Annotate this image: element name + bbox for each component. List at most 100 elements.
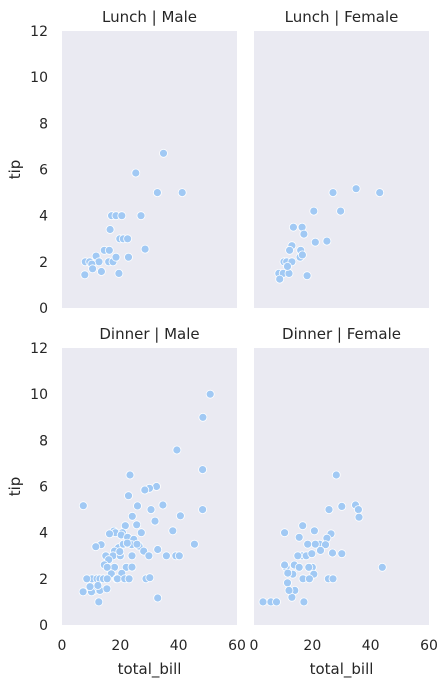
data-point bbox=[354, 512, 364, 522]
data-point bbox=[123, 234, 132, 244]
data-point bbox=[113, 574, 122, 584]
data-point bbox=[78, 587, 88, 597]
data-point bbox=[303, 539, 313, 549]
data-point bbox=[80, 270, 90, 280]
data-point bbox=[115, 547, 125, 556]
data-point bbox=[94, 257, 104, 267]
data-point bbox=[337, 501, 347, 511]
data-point bbox=[93, 581, 103, 590]
y-tick-label: 2 bbox=[39, 572, 48, 588]
data-point bbox=[189, 539, 199, 549]
data-point bbox=[174, 551, 184, 561]
y-tick-label: 12 bbox=[30, 341, 48, 357]
data-point bbox=[136, 528, 146, 538]
y-tick-label: 8 bbox=[39, 116, 48, 132]
data-point bbox=[198, 465, 208, 475]
data-point bbox=[159, 148, 168, 158]
data-point bbox=[175, 511, 185, 521]
data-point bbox=[158, 500, 168, 510]
data-point bbox=[280, 528, 290, 538]
data-point bbox=[336, 206, 346, 216]
x-tick-label: 20 bbox=[303, 638, 321, 654]
data-point bbox=[205, 389, 215, 399]
data-point bbox=[140, 244, 150, 254]
data-point bbox=[258, 597, 268, 607]
y-tick-label: 2 bbox=[39, 255, 48, 271]
data-point bbox=[102, 574, 112, 584]
data-point bbox=[132, 539, 142, 549]
data-point bbox=[307, 549, 317, 559]
y-tick-label: 8 bbox=[39, 433, 48, 449]
x-tick-label: 0 bbox=[58, 638, 67, 654]
y-tick-label: 6 bbox=[39, 163, 48, 179]
data-point bbox=[104, 245, 114, 255]
x-tick-label: 0 bbox=[250, 638, 259, 654]
data-point bbox=[133, 501, 142, 511]
data-point bbox=[114, 268, 124, 278]
data-point bbox=[284, 586, 294, 595]
y-tick-label: 0 bbox=[39, 301, 48, 317]
data-point bbox=[275, 274, 285, 284]
data-point bbox=[152, 188, 162, 198]
data-point bbox=[337, 549, 347, 559]
data-point bbox=[309, 526, 319, 536]
data-point bbox=[283, 578, 292, 588]
data-point bbox=[102, 562, 112, 572]
data-point bbox=[131, 168, 141, 178]
y-tick-label: 12 bbox=[30, 24, 48, 40]
data-point bbox=[124, 252, 133, 262]
x-tick-label: 40 bbox=[362, 638, 380, 654]
data-point bbox=[177, 188, 187, 198]
panel-background bbox=[254, 348, 429, 625]
x-tick-label: 60 bbox=[228, 638, 246, 654]
data-point bbox=[136, 211, 146, 221]
data-point bbox=[310, 539, 320, 549]
data-point bbox=[102, 584, 112, 594]
data-point bbox=[304, 562, 314, 572]
data-point bbox=[91, 542, 101, 552]
data-point bbox=[309, 206, 319, 216]
data-point bbox=[111, 252, 121, 262]
data-point bbox=[298, 521, 308, 531]
data-point bbox=[125, 470, 135, 480]
data-point bbox=[117, 211, 127, 221]
data-point bbox=[97, 267, 106, 276]
data-point bbox=[150, 516, 160, 526]
y-axis-label: tip bbox=[6, 160, 24, 180]
data-point bbox=[351, 184, 361, 194]
data-point bbox=[153, 545, 163, 554]
panel-background bbox=[254, 31, 429, 308]
data-point bbox=[304, 574, 314, 584]
data-point bbox=[105, 225, 115, 234]
data-point bbox=[328, 188, 338, 198]
panel-title: Lunch | Male bbox=[102, 8, 197, 26]
data-point bbox=[105, 529, 114, 539]
data-point bbox=[153, 593, 163, 603]
data-point bbox=[331, 470, 341, 480]
panel-title: Dinner | Female bbox=[282, 325, 401, 343]
data-point bbox=[375, 188, 385, 198]
data-point bbox=[144, 551, 154, 561]
data-point bbox=[377, 562, 387, 572]
data-point bbox=[285, 245, 295, 255]
data-point bbox=[168, 526, 178, 536]
data-point bbox=[88, 264, 97, 274]
data-point bbox=[283, 261, 292, 271]
data-point bbox=[321, 540, 330, 550]
data-point bbox=[328, 574, 338, 584]
x-axis-label: total_bill bbox=[310, 660, 374, 679]
y-tick-label: 0 bbox=[39, 618, 48, 634]
y-tick-label: 10 bbox=[30, 387, 48, 403]
data-point bbox=[283, 568, 293, 578]
x-tick-label: 60 bbox=[420, 638, 438, 654]
data-point bbox=[127, 551, 137, 561]
data-point bbox=[127, 562, 137, 572]
data-point bbox=[124, 491, 133, 501]
data-point bbox=[299, 229, 309, 239]
y-axis-label: tip bbox=[6, 477, 24, 497]
data-point bbox=[122, 538, 132, 548]
panel-title: Lunch | Female bbox=[285, 8, 399, 26]
data-point bbox=[146, 505, 156, 515]
